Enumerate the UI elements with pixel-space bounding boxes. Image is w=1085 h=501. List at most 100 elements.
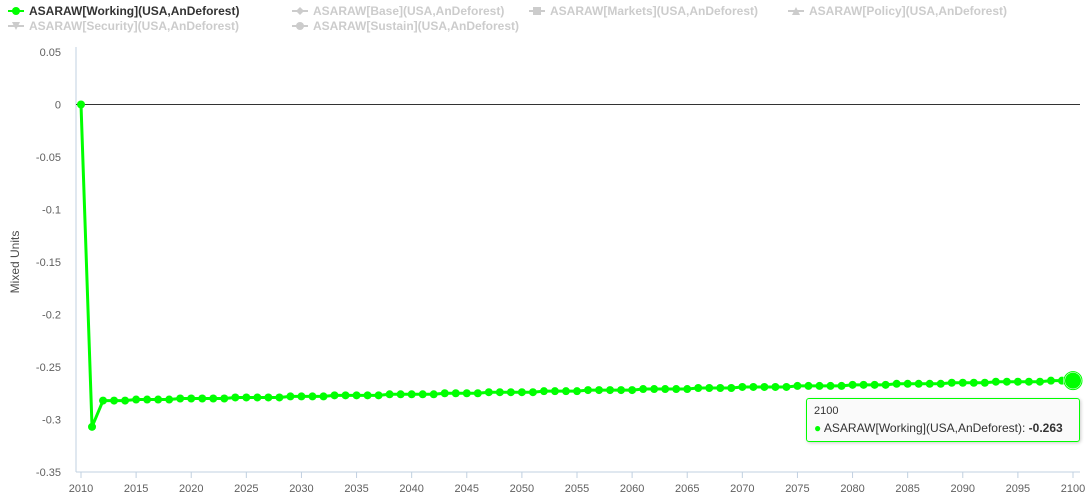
legend-label: ASARAW[Working](USA,AnDeforest) — [29, 4, 240, 18]
data-point — [617, 386, 626, 395]
x-tick-label: 2100 — [1061, 483, 1085, 495]
x-tick-label: 2035 — [344, 483, 368, 495]
data-point — [418, 390, 427, 399]
data-point — [903, 379, 912, 388]
data-point — [1013, 377, 1022, 386]
data-point — [264, 393, 273, 402]
data-point — [881, 380, 890, 389]
data-point — [1046, 376, 1055, 385]
legend-item-policy[interactable]: ASARAW[Policy](USA,AnDeforest) — [788, 4, 1007, 18]
data-point — [209, 394, 218, 403]
data-point — [1057, 376, 1066, 385]
data-point — [595, 386, 604, 395]
y-tick-label: -0.35 — [36, 467, 61, 479]
y-tick-label: 0 — [55, 100, 61, 112]
legend-item-base[interactable]: ASARAW[Base](USA,AnDeforest) — [292, 4, 504, 18]
data-point — [991, 377, 1000, 386]
data-point — [925, 379, 934, 388]
legend-label: ASARAW[Security](USA,AnDeforest) — [29, 19, 240, 33]
data-point — [936, 379, 945, 388]
data-point — [892, 379, 901, 388]
y-tick-label: -0.25 — [36, 362, 61, 374]
y-tick-label: -0.15 — [36, 257, 61, 269]
tooltip-value: -0.263 — [1028, 421, 1063, 435]
legend-diamond-marker-icon — [292, 7, 308, 15]
data-point — [88, 422, 97, 431]
x-tick-label: 2075 — [785, 483, 809, 495]
data-point — [484, 388, 493, 397]
data-point — [561, 387, 570, 396]
data-point — [121, 396, 130, 405]
data-point — [462, 389, 471, 398]
data-point — [176, 394, 185, 403]
tooltip-series: ASARAW[Working](USA,AnDeforest): — [823, 421, 1026, 435]
data-point — [396, 390, 405, 399]
legend-item-security[interactable]: ASARAW[Security](USA,AnDeforest) — [8, 19, 239, 33]
data-point — [804, 381, 813, 390]
data-point — [539, 387, 548, 396]
data-point — [429, 390, 438, 399]
data-point — [793, 381, 802, 390]
x-tick-label: 2025 — [234, 483, 258, 495]
data-point — [308, 392, 317, 401]
x-tick-label: 2080 — [840, 483, 864, 495]
data-point — [275, 393, 284, 402]
data-point — [815, 381, 824, 390]
data-point — [859, 380, 868, 389]
y-tick-label: -0.05 — [36, 152, 61, 164]
legend-label: ASARAW[Markets](USA,AnDeforest) — [550, 4, 759, 18]
x-tick-label: 2085 — [895, 483, 919, 495]
data-point — [231, 393, 240, 402]
highlighted-point-halo — [1063, 370, 1083, 391]
data-point — [253, 393, 262, 402]
data-point — [495, 388, 504, 397]
data-point — [738, 382, 747, 391]
legend-circle-marker-icon — [292, 22, 308, 30]
data-point — [99, 396, 108, 405]
data-point — [165, 395, 174, 404]
data-point — [826, 381, 835, 390]
data-point — [154, 395, 163, 404]
data-point — [639, 385, 648, 394]
y-axis-title: Mixed Units — [8, 231, 22, 294]
y-tick-label: -0.1 — [42, 205, 61, 217]
data-point — [716, 384, 725, 392]
data-point — [528, 388, 537, 397]
data-point — [451, 389, 460, 398]
data-point — [958, 378, 967, 387]
legend-square-marker-icon — [529, 7, 545, 15]
data-point — [848, 380, 857, 389]
x-tick-label: 2010 — [69, 483, 93, 495]
data-point — [110, 396, 119, 405]
x-tick-label: 2055 — [565, 483, 589, 495]
data-point — [573, 387, 581, 396]
legend-circle-marker-icon — [8, 7, 24, 15]
legend-item-working[interactable]: ASARAW[Working](USA,AnDeforest) — [8, 4, 239, 18]
data-point — [143, 395, 152, 404]
data-point — [1035, 377, 1044, 386]
data-point — [198, 394, 207, 403]
data-point — [341, 391, 350, 400]
data-point — [606, 386, 615, 395]
legend-triangle-down-marker-icon — [8, 22, 24, 30]
legend-item-markets[interactable]: ASARAW[Markets](USA,AnDeforest) — [529, 4, 758, 18]
series-line — [79, 104, 1073, 429]
data-point — [297, 392, 306, 401]
highlighted-point — [1067, 374, 1079, 387]
legend-triangle-marker-icon — [788, 7, 804, 15]
legend-label: ASARAW[Base](USA,AnDeforest) — [313, 4, 505, 18]
tooltip-x-label: 2100 — [814, 405, 839, 417]
data-point — [727, 384, 736, 392]
data-point — [506, 388, 515, 397]
data-point — [683, 385, 692, 394]
data-point — [517, 388, 526, 397]
tooltip-dot-icon: ● — [814, 421, 822, 435]
y-tick-label: -0.3 — [42, 415, 61, 427]
data-point — [440, 389, 449, 398]
x-tick-label: 2070 — [730, 483, 754, 495]
data-point — [705, 384, 714, 392]
data-point — [628, 386, 637, 395]
legend-item-sustain[interactable]: ASARAW[Sustain](USA,AnDeforest) — [292, 19, 519, 33]
data-point — [77, 100, 85, 109]
x-tick-label: 2045 — [455, 483, 479, 495]
